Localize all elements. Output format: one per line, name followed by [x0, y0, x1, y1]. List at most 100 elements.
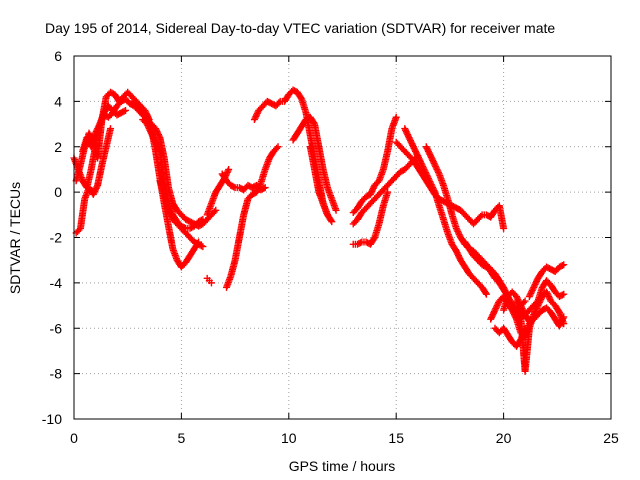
series-arc7	[156, 177, 207, 251]
data-point-fill	[351, 207, 359, 215]
data-point-fill	[533, 277, 541, 285]
series-arc3	[72, 125, 115, 237]
y-tick-label: 0	[54, 184, 62, 200]
data-point-fill	[385, 180, 393, 188]
data-point-fill	[183, 216, 191, 224]
data-point-fill	[275, 99, 283, 107]
data-point-fill	[155, 132, 163, 140]
data-point-fill	[412, 160, 420, 168]
data-point-fill	[498, 283, 506, 291]
x-tick-label: 20	[496, 430, 512, 446]
data-point-fill	[183, 230, 191, 238]
data-point-fill	[327, 216, 335, 224]
data-point-fill	[111, 105, 119, 113]
grid	[74, 56, 611, 419]
data-point-fill	[368, 198, 376, 206]
data-point-fill	[394, 140, 402, 148]
data-point-fill	[471, 253, 479, 261]
data-point-fill	[538, 285, 546, 293]
data-point-fill	[309, 117, 317, 125]
data-point-fill	[544, 278, 552, 286]
data-point-fill	[155, 146, 163, 154]
data-point-fill	[557, 292, 565, 300]
series-arc17	[349, 188, 392, 248]
data-point-fill	[475, 258, 483, 266]
data-point-fill	[221, 174, 229, 182]
data-point-fill	[230, 183, 238, 191]
data-point-fill	[210, 208, 218, 216]
data-point-fill	[355, 240, 363, 248]
series-arc14	[306, 143, 331, 219]
data-point-fill	[475, 214, 483, 222]
data-point-fill	[372, 180, 380, 188]
x-tick-label: 10	[281, 430, 297, 446]
data-point-fill	[360, 238, 368, 246]
data-point-fill	[273, 100, 281, 108]
data-point-fill	[104, 91, 112, 99]
data-point-fill	[125, 90, 133, 98]
data-point-fill	[184, 254, 192, 262]
data-point-fill	[92, 184, 100, 192]
y-tick-label: -4	[50, 275, 63, 291]
data-point-fill	[510, 289, 518, 297]
data-point-fill	[319, 198, 327, 206]
data-point-fill	[383, 190, 391, 198]
data-point-fill	[114, 110, 122, 118]
data-point-fill	[241, 184, 249, 192]
data-point-fill	[327, 193, 335, 201]
data-point-fill	[480, 261, 488, 269]
data-point-fill	[430, 187, 438, 195]
x-tick-label: 0	[70, 430, 78, 446]
data-point-fill	[408, 140, 416, 148]
data-point-fill	[300, 118, 308, 126]
data-point-fill	[462, 212, 470, 220]
data-point-fill	[558, 291, 566, 299]
data-point-fill	[81, 197, 89, 205]
data-point-fill	[271, 146, 279, 154]
data-point-fill	[351, 240, 359, 248]
data-point-fill	[154, 131, 162, 139]
data-point-fill	[559, 314, 567, 322]
data-point-fill	[379, 203, 387, 211]
data-point-fill	[187, 235, 195, 243]
data-point-fill	[106, 103, 114, 111]
data-point-fill	[76, 162, 84, 170]
data-point-fill	[376, 189, 384, 197]
data-point-fill	[74, 227, 82, 235]
axis-tick-labels: 0 5 10 15 20 25 -10 -8 -6 -4 -2 0 2 4 6	[42, 48, 619, 446]
data-point-fill	[454, 205, 462, 213]
series-arc6	[139, 116, 207, 232]
data-point-fill	[467, 271, 475, 279]
data-point-fill	[356, 211, 364, 219]
data-point-fill	[291, 87, 299, 95]
data-point-fill	[535, 309, 543, 317]
data-point-fill	[554, 306, 562, 314]
data-point-fill	[425, 176, 433, 184]
data-point-fill	[369, 184, 377, 192]
data-point-fill	[197, 216, 205, 224]
data-point-fill	[398, 167, 406, 175]
data-point-fill	[106, 126, 114, 134]
data-point-fill	[548, 299, 556, 307]
data-point-fill	[292, 132, 300, 140]
data-point-fill	[379, 167, 387, 175]
data-point-fill	[407, 153, 415, 161]
data-point-fill	[171, 204, 179, 212]
data-point-fill	[558, 261, 566, 269]
data-point-fill	[331, 205, 339, 213]
data-point-fill	[245, 193, 253, 201]
x-tick-label: 5	[178, 430, 186, 446]
x-tick-label: 15	[388, 430, 404, 446]
data-point-fill	[233, 184, 241, 192]
series-arc20	[422, 143, 529, 314]
data-point-fill	[170, 217, 178, 225]
data-point-fill	[506, 335, 514, 343]
data-point-fill	[265, 98, 273, 106]
data-point-fill	[455, 253, 463, 261]
data-point-fill	[315, 187, 323, 195]
data-point-fill	[471, 276, 479, 284]
data-point-fill	[417, 158, 425, 166]
data-point-fill	[356, 200, 364, 208]
data-point-fill	[480, 211, 488, 219]
data-point-fill	[123, 97, 131, 105]
